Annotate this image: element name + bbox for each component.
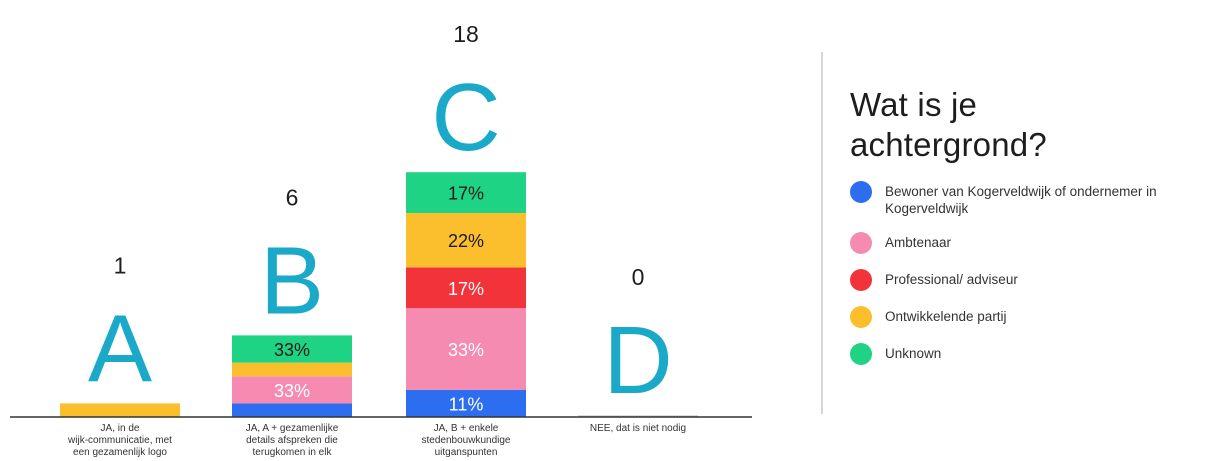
category-letter: A [88, 295, 152, 402]
bar-segment [60, 403, 180, 417]
category-count: 0 [632, 264, 645, 290]
bar-chart: A 1 JA, in de wijk-communicatie, met een gez… [10, 21, 752, 458]
legend-item: Bewoner van Kogerveldwijk of ondernemer … [850, 181, 1200, 217]
bar-segment [232, 362, 352, 377]
category-letter: B [260, 227, 324, 334]
bar-segment [232, 403, 352, 417]
legend: Wat is je achtergrond? Bewoner van Koger… [850, 85, 1200, 382]
legend-item: Professional/ adviseur [850, 269, 1200, 291]
legend-title: Wat is je achtergrond? [850, 86, 1047, 163]
legend-items: Bewoner van Kogerveldwijk of ondernemer … [850, 181, 1200, 365]
legend-label: Professional/ adviseur [885, 272, 1018, 287]
category-count: 6 [286, 184, 299, 210]
legend-color-dot [850, 232, 872, 254]
legend-label: Unknown [885, 346, 942, 361]
category-count: 18 [453, 21, 479, 47]
category-letter: D [603, 307, 672, 414]
data-label: 22% [448, 231, 484, 251]
category-label: NEE, dat is niet nodig [590, 423, 686, 434]
category-label: JA, in de wijk-communicatie, met een gezam… [67, 423, 172, 458]
bar-segment [406, 172, 526, 213]
bar-segment [406, 308, 526, 390]
data-label: 33% [274, 381, 310, 401]
data-label: 33% [448, 340, 484, 360]
legend-color-dot [850, 343, 872, 365]
bar-segment [406, 213, 526, 268]
category-label: JA, A + gezamenlijke details afspreken di… [246, 423, 339, 458]
divider [821, 52, 823, 414]
legend-color-dot [850, 269, 872, 291]
legend-label: Ambtenaar [885, 235, 952, 250]
data-label: 11% [449, 394, 484, 414]
legend-color-dot [850, 181, 872, 203]
data-label: 17% [448, 184, 484, 204]
legend-item: Ontwikkelende partij [850, 306, 1200, 328]
bar-segment [232, 335, 352, 363]
bar-segment [232, 376, 352, 404]
legend-label: Ontwikkelende partij [885, 309, 1007, 324]
bar-segment [406, 389, 526, 417]
legend-item: Unknown [850, 343, 1200, 365]
data-label: 17% [448, 279, 484, 299]
category-letter: C [431, 64, 500, 171]
legend-color-dot [850, 306, 872, 328]
legend-item: Ambtenaar [850, 232, 1200, 254]
category-label: JA, B + enkele stedenbouwkundige uitganspu… [422, 423, 511, 458]
data-label: 33% [274, 340, 310, 360]
legend-label: Bewoner van Kogerveldwijk of ondernemer … [885, 184, 1157, 216]
category-count: 1 [114, 252, 127, 278]
bar-segment [406, 267, 526, 309]
